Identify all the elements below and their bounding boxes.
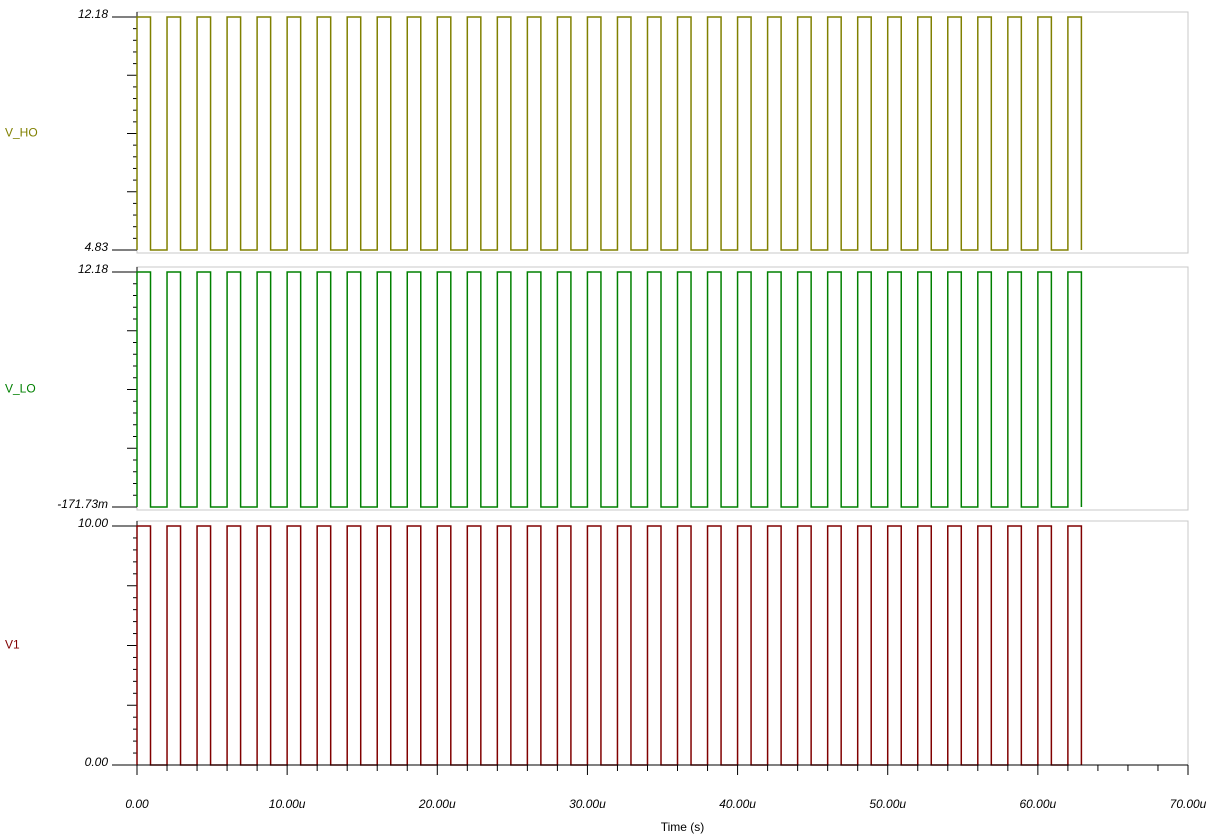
y-tick-label: 12.18	[78, 7, 108, 21]
x-tick-label: 20.00u	[418, 797, 456, 811]
series-label: V_LO	[5, 382, 36, 396]
waveform	[136, 16, 1083, 251]
x-axis-label: Time (s)	[661, 820, 705, 834]
waveform	[136, 525, 1083, 766]
x-tick-label: 0.00	[125, 797, 149, 811]
waveform	[136, 271, 1083, 508]
x-tick-label: 60.00u	[1020, 797, 1057, 811]
y-tick-label: 10.00	[78, 516, 108, 530]
y-tick-label: 0.00	[85, 755, 109, 769]
x-tick-label: 30.00u	[569, 797, 606, 811]
plot-frame	[136, 266, 1189, 511]
x-tick-label: 70.00u	[1170, 797, 1207, 811]
series-label: V_HO	[5, 126, 38, 140]
x-tick-label: 10.00u	[269, 797, 306, 811]
x-tick-label: 50.00u	[869, 797, 906, 811]
y-tick-label: 12.18	[78, 262, 108, 276]
y-tick-label: -171.73m	[57, 497, 108, 511]
plot-frame	[136, 520, 1189, 766]
plot-frame	[136, 11, 1189, 254]
series-label: V1	[5, 638, 20, 652]
y-tick-label: 4.83	[85, 240, 109, 254]
x-tick-label: 40.00u	[719, 797, 756, 811]
